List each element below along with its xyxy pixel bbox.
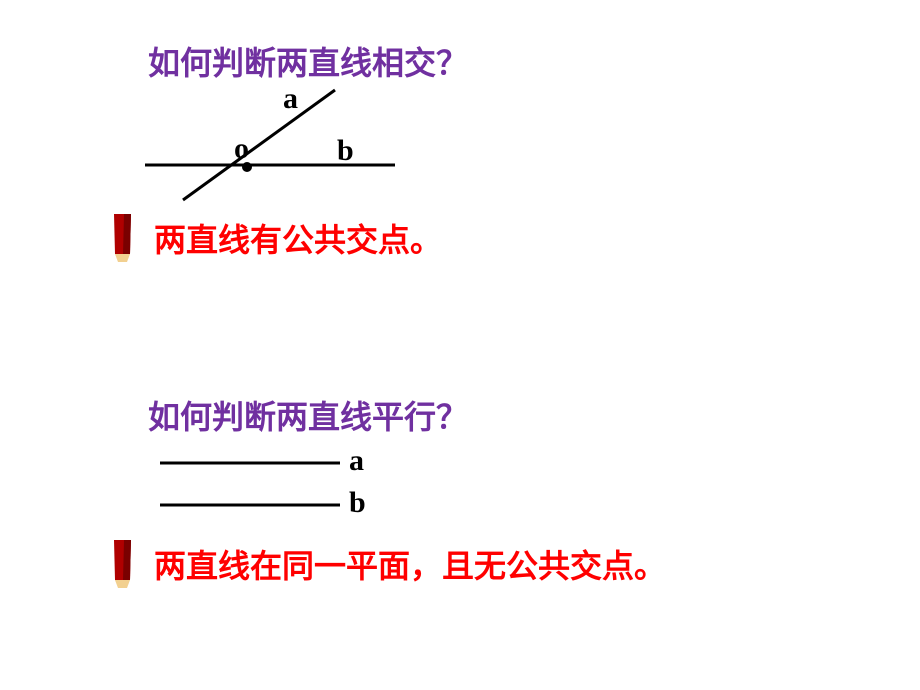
pencil-icon — [110, 540, 146, 588]
answer-row-2: 两直线在同一平面，且无公共交点。 — [110, 540, 666, 588]
answer-2: 两直线在同一平面，且无公共交点。 — [154, 541, 666, 587]
label-a-2: a — [349, 444, 364, 478]
label-b-2: b — [349, 486, 366, 520]
